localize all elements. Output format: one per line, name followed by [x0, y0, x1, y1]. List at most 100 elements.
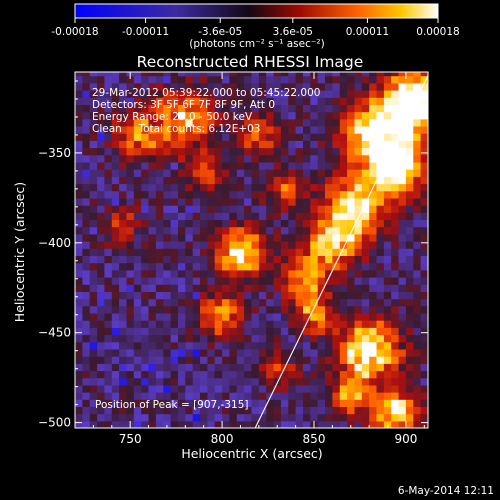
heatmap-cell — [332, 284, 341, 292]
heatmap-cell — [192, 384, 201, 393]
heatmap-cell — [332, 147, 341, 156]
heatmap-cell — [266, 169, 275, 177]
heatmap-cell — [280, 305, 289, 314]
heatmap-cell — [111, 413, 120, 422]
heatmap-cell — [354, 348, 363, 357]
heatmap-cell — [97, 320, 106, 328]
heatmap-cell — [104, 226, 113, 235]
heatmap-cell — [141, 90, 150, 98]
heatmap-cell — [361, 169, 370, 177]
heatmap-cell — [251, 125, 260, 134]
heatmap-cell — [214, 82, 223, 91]
heatmap-cell — [170, 90, 179, 98]
heatmap-cell — [332, 241, 341, 249]
heatmap-cell — [288, 312, 297, 321]
heatmap-cell — [155, 341, 164, 350]
heatmap-cell — [266, 90, 275, 98]
heatmap-cell — [310, 183, 319, 192]
heatmap-cell — [280, 298, 289, 307]
heatmap-cell — [178, 348, 186, 357]
heatmap-cell — [97, 147, 106, 156]
heatmap-cell — [141, 284, 150, 292]
heatmap-cell — [126, 377, 135, 386]
heatmap-cell — [111, 420, 120, 428]
heatmap-cell — [97, 197, 106, 206]
heatmap-cell — [303, 205, 311, 213]
heatmap-cell — [148, 348, 157, 357]
heatmap-cell — [369, 291, 378, 300]
heatmap-cell — [155, 248, 164, 256]
heatmap-cell — [111, 363, 120, 372]
heatmap-cell — [148, 255, 157, 264]
heatmap-cell — [339, 233, 348, 242]
heatmap-cell — [236, 161, 245, 170]
heatmap-cell — [251, 377, 260, 386]
heatmap-cell — [229, 356, 238, 364]
heatmap-cell — [82, 312, 91, 321]
heatmap-cell — [251, 327, 260, 336]
heatmap-cell — [303, 284, 311, 292]
heatmap-cell — [383, 176, 392, 185]
heatmap-cell — [185, 392, 194, 400]
heatmap-cell — [155, 320, 164, 328]
heatmap-cell — [391, 320, 400, 328]
heatmap-cell — [295, 118, 304, 127]
heatmap-cell — [141, 348, 150, 357]
heatmap-cell — [383, 298, 392, 307]
heatmap-cell — [266, 420, 275, 428]
heatmap-cell — [207, 169, 216, 177]
heatmap-cell — [266, 284, 275, 292]
heatmap-cell — [111, 140, 120, 149]
heatmap-cell — [251, 118, 260, 127]
heatmap-cell — [214, 183, 223, 192]
heatmap-cell — [266, 356, 275, 364]
heatmap-cell — [185, 90, 194, 98]
heatmap-cell — [266, 226, 275, 235]
heatmap-cell — [258, 320, 267, 328]
heatmap-cell — [111, 72, 120, 77]
heatmap-cell — [207, 82, 216, 91]
heatmap-cell — [141, 176, 150, 185]
heatmap-cell — [405, 399, 414, 407]
heatmap-cell — [155, 392, 164, 400]
heatmap-cell — [126, 226, 135, 235]
heatmap-cell — [369, 154, 378, 163]
heatmap-cell — [126, 370, 135, 379]
heatmap-cell — [229, 420, 238, 428]
heatmap-cell — [391, 413, 400, 422]
heatmap-cell — [273, 176, 282, 185]
heatmap-cell — [126, 97, 135, 105]
heatmap-cell — [376, 197, 385, 206]
heatmap-cell — [266, 248, 275, 256]
heatmap-cell — [339, 197, 348, 206]
heatmap-cell — [354, 82, 363, 91]
heatmap-cell — [288, 183, 297, 192]
heatmap-cell — [347, 205, 356, 213]
heatmap-cell — [420, 147, 428, 156]
heatmap-cell — [383, 111, 392, 120]
heatmap-cell — [244, 277, 253, 285]
heatmap-cell — [339, 399, 348, 407]
heatmap-cell — [222, 226, 231, 235]
heatmap-cell — [332, 154, 341, 163]
heatmap-cell — [325, 72, 333, 77]
heatmap-cell — [347, 413, 356, 422]
heatmap-cell — [236, 154, 245, 163]
heatmap-cell — [75, 111, 83, 120]
heatmap-cell — [280, 197, 289, 206]
heatmap-cell — [104, 291, 113, 300]
heatmap-cell — [192, 413, 201, 422]
heatmap-cell — [303, 406, 311, 415]
heatmap-cell — [361, 413, 370, 422]
heatmap-cell — [222, 420, 231, 428]
heatmap-cell — [266, 312, 275, 321]
heatmap-cell — [288, 363, 297, 372]
heatmap-cell — [222, 205, 231, 213]
heatmap-cell — [97, 348, 106, 357]
heatmap-cell — [214, 320, 223, 328]
heatmap-cell — [317, 176, 326, 185]
heatmap-cell — [354, 284, 363, 292]
heatmap-cell — [244, 82, 253, 91]
heatmap-cell — [82, 219, 91, 228]
heatmap-cell — [133, 90, 142, 98]
